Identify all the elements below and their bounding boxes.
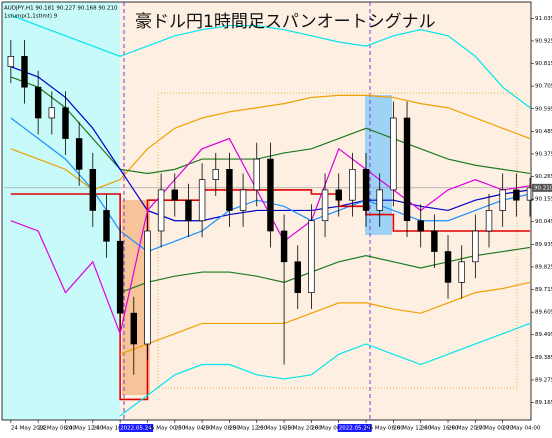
candle-body (458, 261, 465, 283)
candle-body (390, 117, 397, 191)
x-tick-label: 24 May 08:00 (38, 426, 76, 432)
x-tick-label: 27 May 04:00 (503, 426, 541, 432)
x-tick-label: 26 May 08:00 (366, 426, 404, 432)
candle-body (21, 56, 28, 88)
candle-body (485, 210, 493, 232)
x-tick-label: 25 May 08:00 (202, 426, 240, 432)
x-tick-highlight (337, 424, 372, 432)
candle-body (144, 230, 151, 345)
x-tick-label: 24 May 2022 (11, 426, 47, 432)
candle-body (212, 169, 219, 180)
y-tick-label: 89.385 (535, 355, 552, 361)
candle-body (267, 158, 274, 232)
x-tick-label: 25 May 12:00 (229, 426, 267, 432)
candle-body (526, 187, 534, 201)
chart-title: 豪ドル円1時間足スパンオートシグナル (135, 11, 436, 32)
candle-body (62, 107, 69, 139)
plot (4, 14, 534, 417)
candle-body (513, 189, 520, 201)
x-tick-highlight (119, 424, 154, 432)
candle-body (89, 169, 97, 211)
x-tick-label: 25 May 20:00 (284, 426, 322, 432)
subheader: 1stump(1,1stImt) 9 (4, 14, 58, 20)
candle-body (499, 189, 506, 211)
x-tick-label: 24 May 16:00 (93, 426, 131, 432)
x-tick-label: 25 May 04:00 (175, 426, 213, 432)
candle-body (472, 230, 479, 263)
y-tick-label: 90.045 (535, 219, 552, 225)
candle-body (376, 189, 383, 211)
candle-body (280, 230, 288, 263)
y-tick-label: 90.485 (535, 129, 552, 135)
candle-body (431, 230, 438, 252)
y-tick-label: 89.715 (535, 287, 552, 293)
candle-body (185, 199, 192, 222)
x-tick-label: 27 May 00:00 (475, 426, 513, 432)
header: AUDJPY,H1 90.181 90.227 90.168 90.210 (4, 6, 118, 12)
candle-body (294, 261, 301, 293)
indicator-line (10, 14, 531, 109)
candle-body (157, 189, 165, 232)
x-tick-label: 26 May 16:00 (421, 426, 459, 432)
y-tick-label: 90.705 (535, 84, 552, 90)
candle-body (417, 220, 424, 232)
candle-body (444, 251, 452, 283)
y-tick-label: 89.165 (535, 400, 552, 406)
candle-body (403, 117, 411, 222)
indicator-line (10, 94, 531, 191)
candle-body (349, 169, 356, 201)
candle-body (335, 189, 342, 201)
candle-body (226, 169, 233, 211)
y-tick-label: 89.935 (535, 242, 552, 248)
x-tick-label: 2022.05.26 00:00 (339, 426, 389, 432)
candle-body (130, 312, 138, 345)
candle-body (253, 158, 260, 191)
x-tick-label: 26 May 00:00 (311, 426, 349, 432)
current-price-label: 90.210 (534, 185, 552, 191)
candle-body (48, 107, 56, 119)
candle-body (116, 240, 124, 314)
y-tick-label: 90.595 (535, 106, 552, 112)
candle-body (198, 179, 206, 222)
x-tick-label: 24 May 12:00 (65, 426, 103, 432)
candle-body (321, 189, 329, 222)
candle-body (171, 189, 178, 201)
plot-frame (1, 1, 532, 421)
y-tick-label: 89.825 (535, 264, 552, 270)
x-tick-label: 25 May 00:00 (147, 426, 185, 432)
candle-body (7, 56, 15, 67)
candle-body (34, 86, 42, 119)
candle-body (103, 210, 110, 242)
x-tick-label: 2022.05.24 20:00 (120, 426, 170, 432)
x-tick-label: 26 May 12:00 (393, 426, 431, 432)
y-tick-label: 90.265 (535, 174, 552, 180)
current-price-box (532, 183, 552, 192)
y-tick-label: 90.155 (535, 197, 552, 203)
zone-left (2, 2, 120, 420)
y-tick-label: 91.035 (535, 16, 552, 22)
indicator-line (119, 322, 531, 417)
y-tick-label: 90.815 (535, 61, 552, 67)
y-tick-label: 90.925 (535, 38, 552, 44)
candle-body (362, 169, 370, 211)
x-tick-label: 25 May 16:00 (257, 426, 295, 432)
y-tick-label: 89.495 (535, 332, 552, 338)
candle-body (239, 189, 247, 211)
y-tick-label: 89.605 (535, 310, 552, 316)
y-tick-label: 90.375 (535, 151, 552, 157)
candle-body (308, 220, 315, 293)
x-tick-label: 26 May 20:00 (448, 426, 486, 432)
candle-body (75, 138, 83, 170)
y-tick-label: 89.275 (535, 377, 552, 383)
